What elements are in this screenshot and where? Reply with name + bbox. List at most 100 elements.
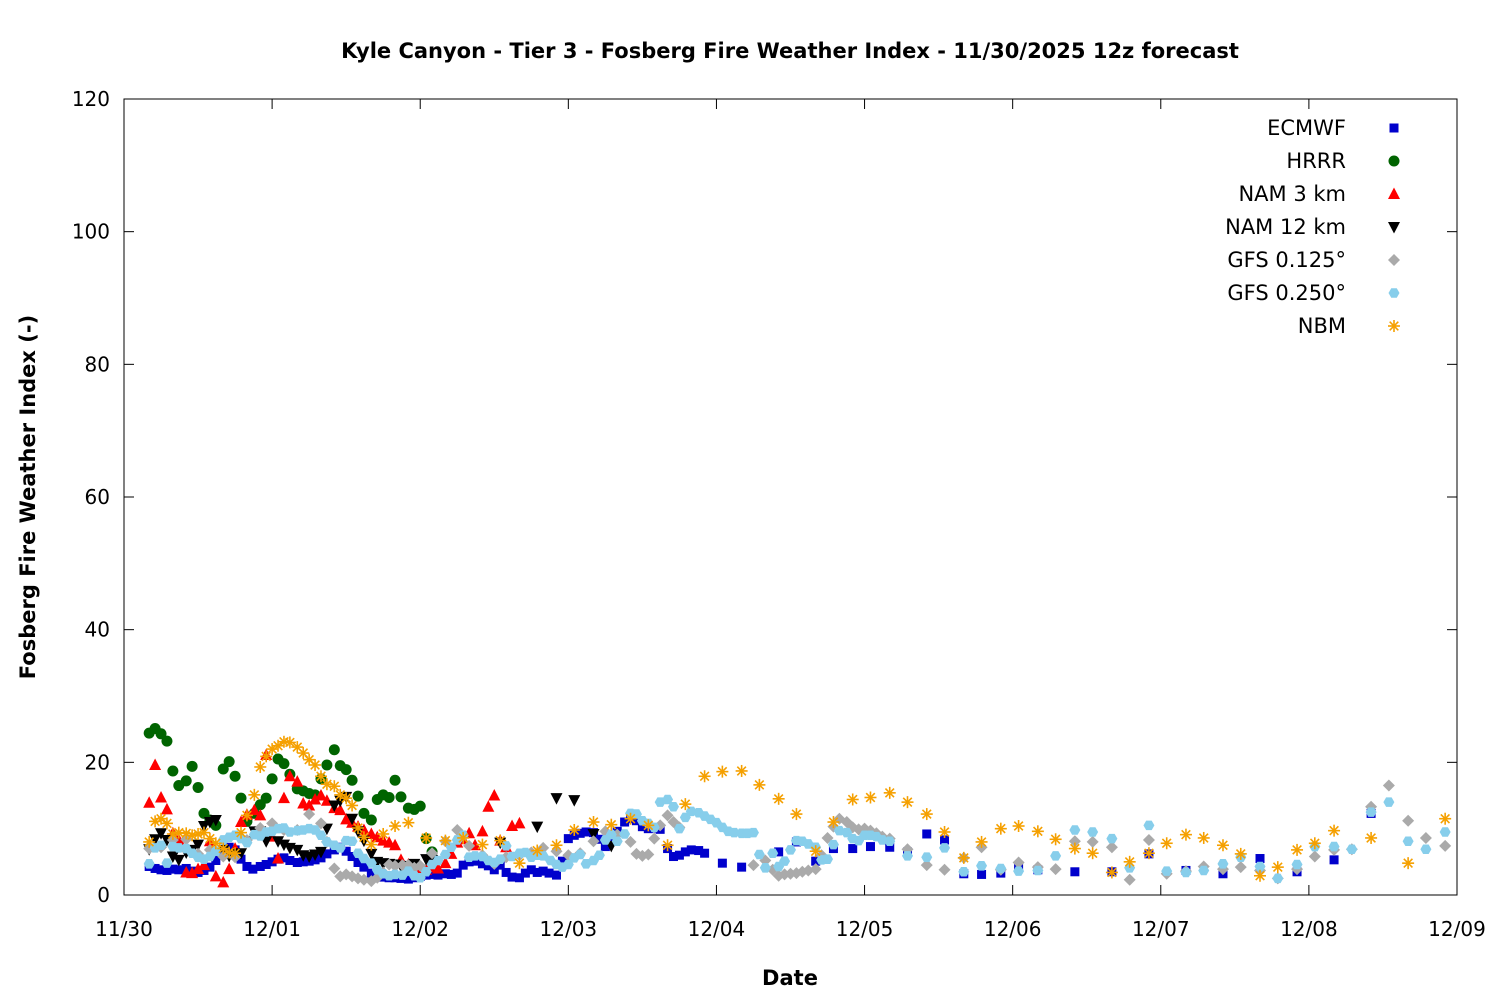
data-point [587,828,600,841]
data-point [285,856,295,866]
data-point [277,791,290,804]
data-point [526,865,536,875]
data-point [1419,831,1432,844]
data-point [389,859,402,872]
data-point [822,854,834,864]
data-point [772,792,785,805]
data-point [303,808,316,821]
data-point [662,794,674,805]
data-point [1123,873,1136,886]
data-point [161,735,173,747]
data-point [1086,835,1099,848]
data-point [266,773,278,785]
data-point [1070,867,1080,877]
data-point [209,869,222,882]
data-point [1068,842,1081,855]
x-tick-label: 12/04 [688,917,746,941]
data-point [389,838,402,851]
data-point [254,808,267,821]
data-point [352,790,364,802]
data-point [143,796,156,808]
data-point [488,789,501,801]
data-point [172,854,185,867]
legend-label: GFS 0.125° [1227,248,1346,272]
y-tick-label: 40 [85,618,110,642]
data-point [605,829,617,840]
data-point [759,863,771,873]
data-point [716,765,729,778]
data-point [864,791,877,804]
data-point [365,814,377,826]
data-point [661,809,674,822]
data-point [1143,820,1155,831]
data-point [357,873,370,886]
data-point [767,848,779,858]
data-point [1160,837,1173,850]
data-point [346,836,358,847]
data-point [155,790,168,803]
data-point [902,851,914,861]
data-point [186,829,199,842]
data-point [605,818,618,831]
y-axis-label: Fosberg Fire Weather Index (-) [16,315,40,679]
data-point [1012,820,1025,833]
data-point [551,870,561,880]
data-point [1049,863,1062,876]
data-point [458,860,468,870]
data-point [747,827,759,838]
data-point [229,847,242,860]
data-point [477,859,487,869]
legend-marker [1389,123,1399,133]
data-point [661,839,674,852]
data-point [371,830,384,843]
data-point [357,831,370,844]
data-point [975,835,988,848]
data-point [939,843,951,853]
legend-marker [1388,155,1400,167]
data-point [827,839,839,850]
data-point [1254,869,1267,882]
data-point [785,845,796,855]
data-point [334,803,347,816]
data-point [642,848,655,861]
data-point [320,778,333,791]
data-point [347,852,357,862]
data-point [1439,812,1452,825]
data-point [1198,865,1210,876]
data-point [254,760,267,773]
data-point [1105,841,1118,854]
data-point [581,827,591,837]
data-point [901,796,914,809]
data-point [346,799,359,812]
data-point [389,820,402,833]
legend: ECMWF HRRR NAM 3 km NAM 12 km GFS 0.125° GFS … [1225,116,1400,338]
data-point [315,830,327,841]
data-point [229,770,241,782]
data-point [420,831,433,844]
data-point [802,864,815,877]
data-point [848,844,858,854]
data-point [513,857,526,870]
data-point [476,824,489,837]
data-point [698,770,711,783]
data-point [1161,866,1173,876]
data-point [667,802,679,812]
data-point [143,859,155,869]
data-point [482,800,495,812]
data-point [439,856,452,869]
legend-marker [1388,320,1400,332]
data-point [673,823,685,834]
data-point [205,862,215,872]
data-point [1031,825,1044,838]
legend-label: GFS 0.250° [1227,281,1346,305]
data-point [155,828,168,840]
data-point [283,769,296,782]
data-point [620,817,630,827]
data-point [611,836,623,847]
data-point [531,821,544,834]
data-point [328,780,341,793]
data-point [557,856,567,866]
data-point [1291,843,1304,856]
data-point [513,816,526,829]
data-point [314,770,327,783]
